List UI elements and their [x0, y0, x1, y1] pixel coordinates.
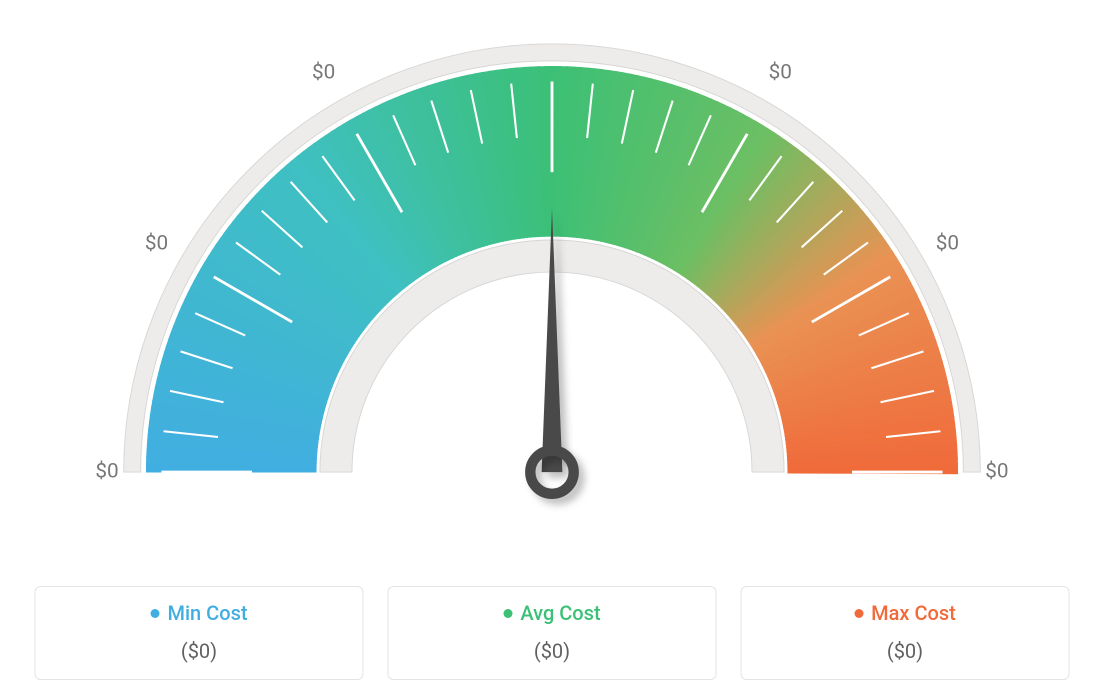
legend-label: Avg Cost	[520, 601, 600, 625]
legend-value: ($0)	[389, 639, 716, 663]
legend-card: Min Cost ($0)	[35, 586, 364, 680]
cost-gauge-container: $0$0$0$0$0$0$0 Min Cost($0)Avg Cost($0)M…	[0, 0, 1104, 690]
legend-row: Min Cost ($0) Avg Cost ($0) Max Cost ($0)	[35, 586, 1070, 680]
legend-dot	[854, 609, 863, 618]
legend-label: Min Cost	[167, 601, 247, 625]
gauge-tick-label: $0	[145, 231, 168, 255]
legend-title: Min Cost	[150, 601, 247, 625]
legend-title: Max Cost	[854, 601, 956, 625]
gauge-tick-label: $0	[95, 460, 118, 484]
legend-value: ($0)	[742, 639, 1069, 663]
legend-card: Avg Cost ($0)	[388, 586, 717, 680]
gauge-tick-label: $0	[769, 61, 792, 85]
legend-dot	[503, 609, 512, 618]
legend-title: Avg Cost	[503, 601, 600, 625]
legend-value: ($0)	[36, 639, 363, 663]
gauge-tick-label: $0	[312, 61, 335, 85]
legend-dot	[150, 609, 159, 618]
gauge-tick-label: $0	[985, 460, 1008, 484]
gauge-tick-label: $0	[936, 231, 959, 255]
gauge: $0$0$0$0$0$0$0	[52, 40, 1052, 540]
legend-card: Max Cost ($0)	[741, 586, 1070, 680]
gauge-svg: $0$0$0$0$0$0$0	[52, 40, 1052, 540]
legend-label: Max Cost	[871, 601, 956, 625]
